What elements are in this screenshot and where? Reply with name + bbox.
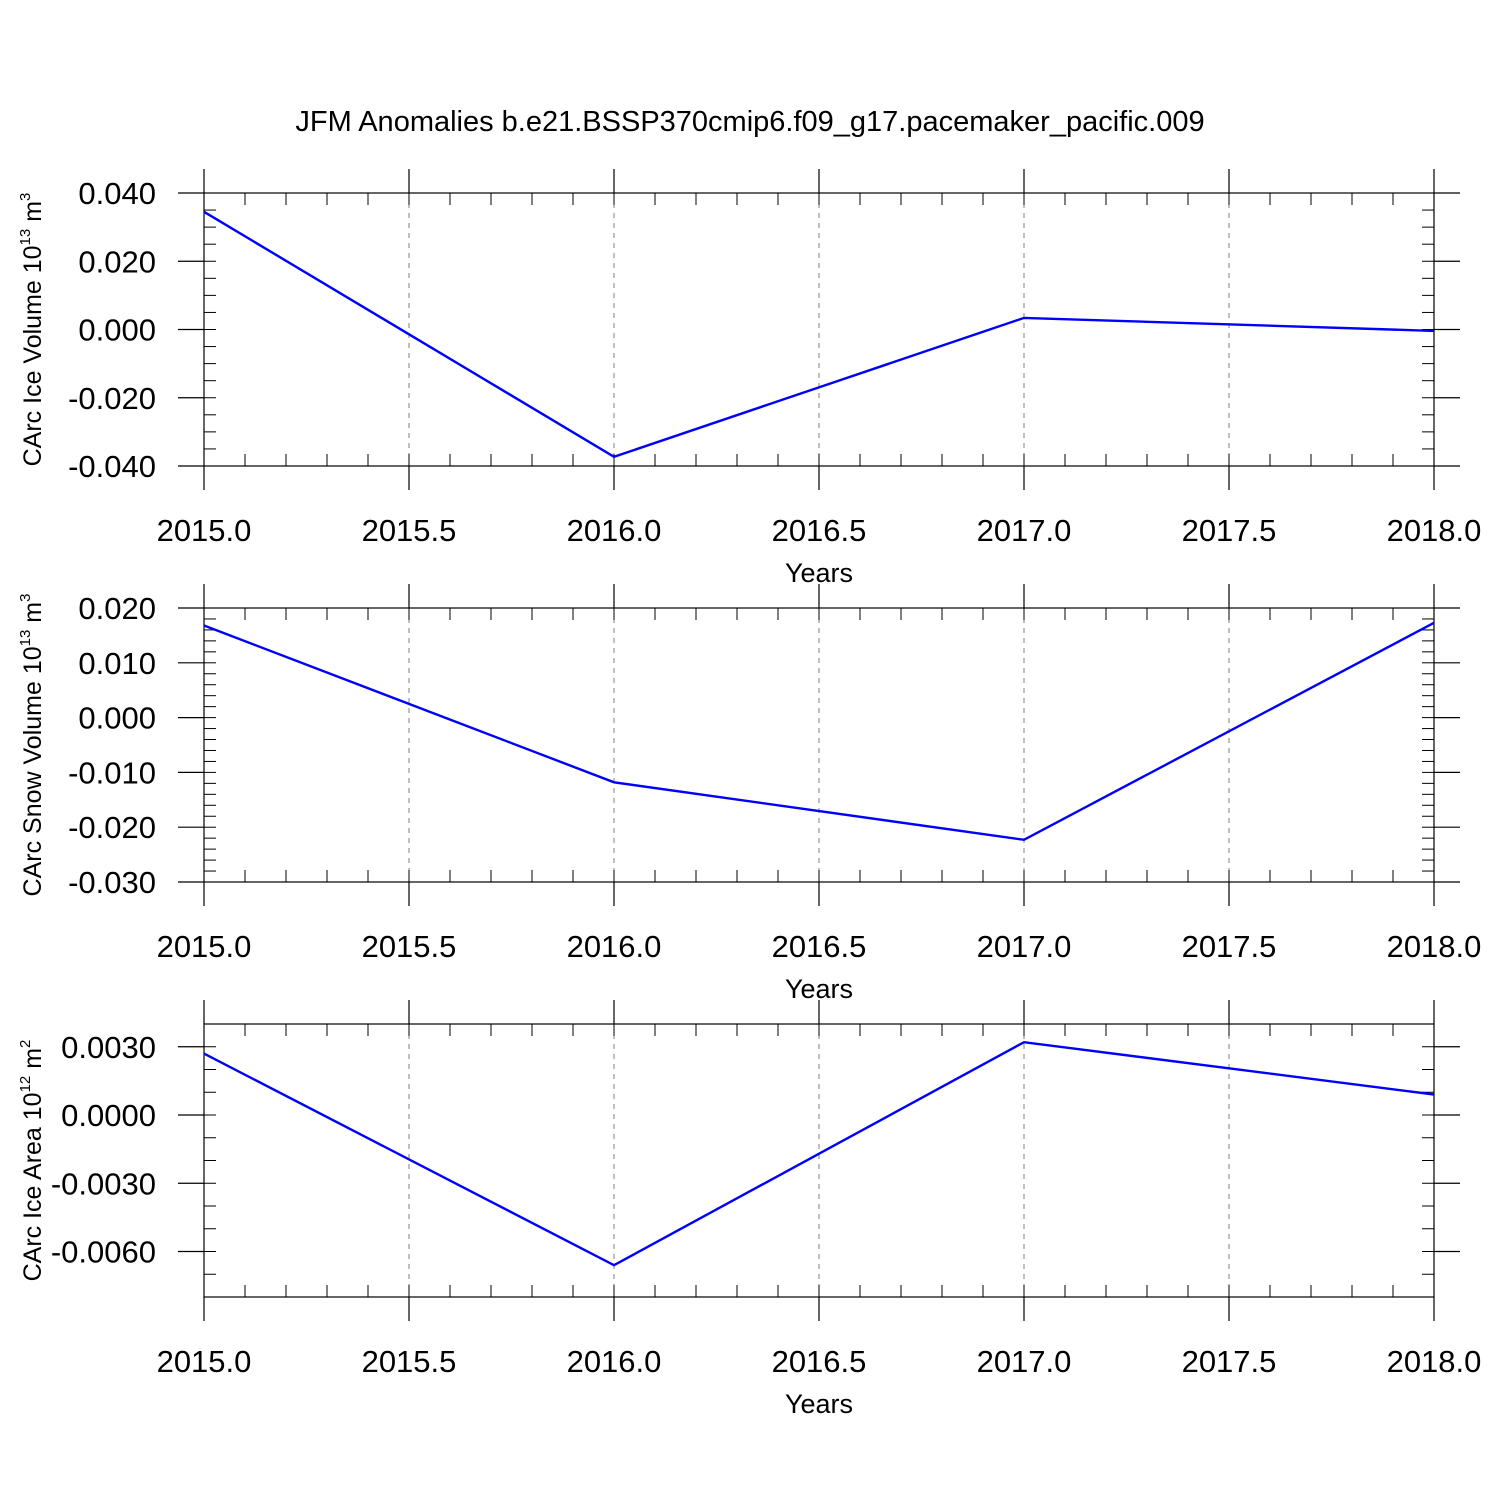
x-tick-label: 2018.0	[1387, 929, 1482, 964]
x-tick-label: 2015.5	[362, 929, 457, 964]
x-tick-label: 2017.5	[1182, 513, 1277, 548]
y-tick-label: 0.0030	[61, 1030, 156, 1065]
x-tick-label: 2018.0	[1387, 1344, 1482, 1379]
y-axis-label: CArc Ice Area 1012 m2	[17, 1040, 47, 1282]
y-tick-label: 0.0000	[61, 1098, 156, 1133]
x-tick-label: 2016.5	[772, 513, 867, 548]
panel-1: 2015.0 2015.5 2016.0 2016.5 2017.0 2017.5 2018…	[17, 169, 1481, 588]
y-tick-label: 0.000	[78, 313, 156, 348]
y-tick-label: -0.0030	[51, 1166, 156, 1201]
y-axis-label: CArc Snow Volume 1013 m3	[17, 594, 47, 897]
x-axis-label: Years	[785, 974, 853, 1004]
x-tick-label: 2015.0	[157, 1344, 252, 1379]
x-tick-label: 2015.0	[157, 929, 252, 964]
x-tick-label: 2017.5	[1182, 929, 1277, 964]
y-tick-label: 0.020	[78, 591, 156, 626]
y-tick-label: -0.020	[68, 810, 156, 845]
y-tick-label: -0.020	[68, 381, 156, 416]
x-tick-label: 2015.5	[362, 1344, 457, 1379]
x-tick-label: 2016.0	[567, 1344, 662, 1379]
y-tick-label: -0.040	[68, 449, 156, 484]
x-tick-label: 2016.5	[772, 1344, 867, 1379]
x-tick-label: 2016.0	[567, 929, 662, 964]
series-line	[203, 621, 1435, 842]
y-tick-label: 0.020	[78, 244, 156, 279]
x-tick-label: 2017.0	[977, 929, 1072, 964]
x-tick-label: 2016.5	[772, 929, 867, 964]
y-tick-label: -0.030	[68, 865, 156, 900]
x-tick-label: 2017.5	[1182, 1344, 1277, 1379]
chart-title: JFM Anomalies b.e21.BSSP370cmip6.f09_g17…	[295, 106, 1204, 138]
x-tick-label: 2015.0	[157, 513, 252, 548]
y-tick-label: 0.000	[78, 701, 156, 736]
x-tick-label: 2016.0	[567, 513, 662, 548]
series-line	[203, 210, 1435, 459]
x-axis-label: Years	[785, 1389, 853, 1419]
panel-2: 2015.0 2015.5 2016.0 2016.5 2017.0 2017.5 2018…	[17, 584, 1481, 1004]
y-tick-label: -0.0060	[51, 1235, 156, 1270]
x-tick-label: 2017.0	[977, 1344, 1072, 1379]
panel-3: 2015.0 2015.5 2016.0 2016.5 2017.0 2017.5 2018…	[17, 1000, 1481, 1419]
series-line	[203, 1040, 1435, 1267]
x-axis-label: Years	[785, 558, 853, 588]
y-tick-label: -0.010	[68, 755, 156, 790]
y-tick-label: 0.010	[78, 646, 156, 681]
x-tick-label: 2018.0	[1387, 513, 1482, 548]
y-axis-label: CArc Ice Volume 1013 m3	[17, 193, 47, 467]
x-tick-label: 2015.5	[362, 513, 457, 548]
x-tick-label: 2017.0	[977, 513, 1072, 548]
y-tick-label: 0.040	[78, 176, 156, 211]
